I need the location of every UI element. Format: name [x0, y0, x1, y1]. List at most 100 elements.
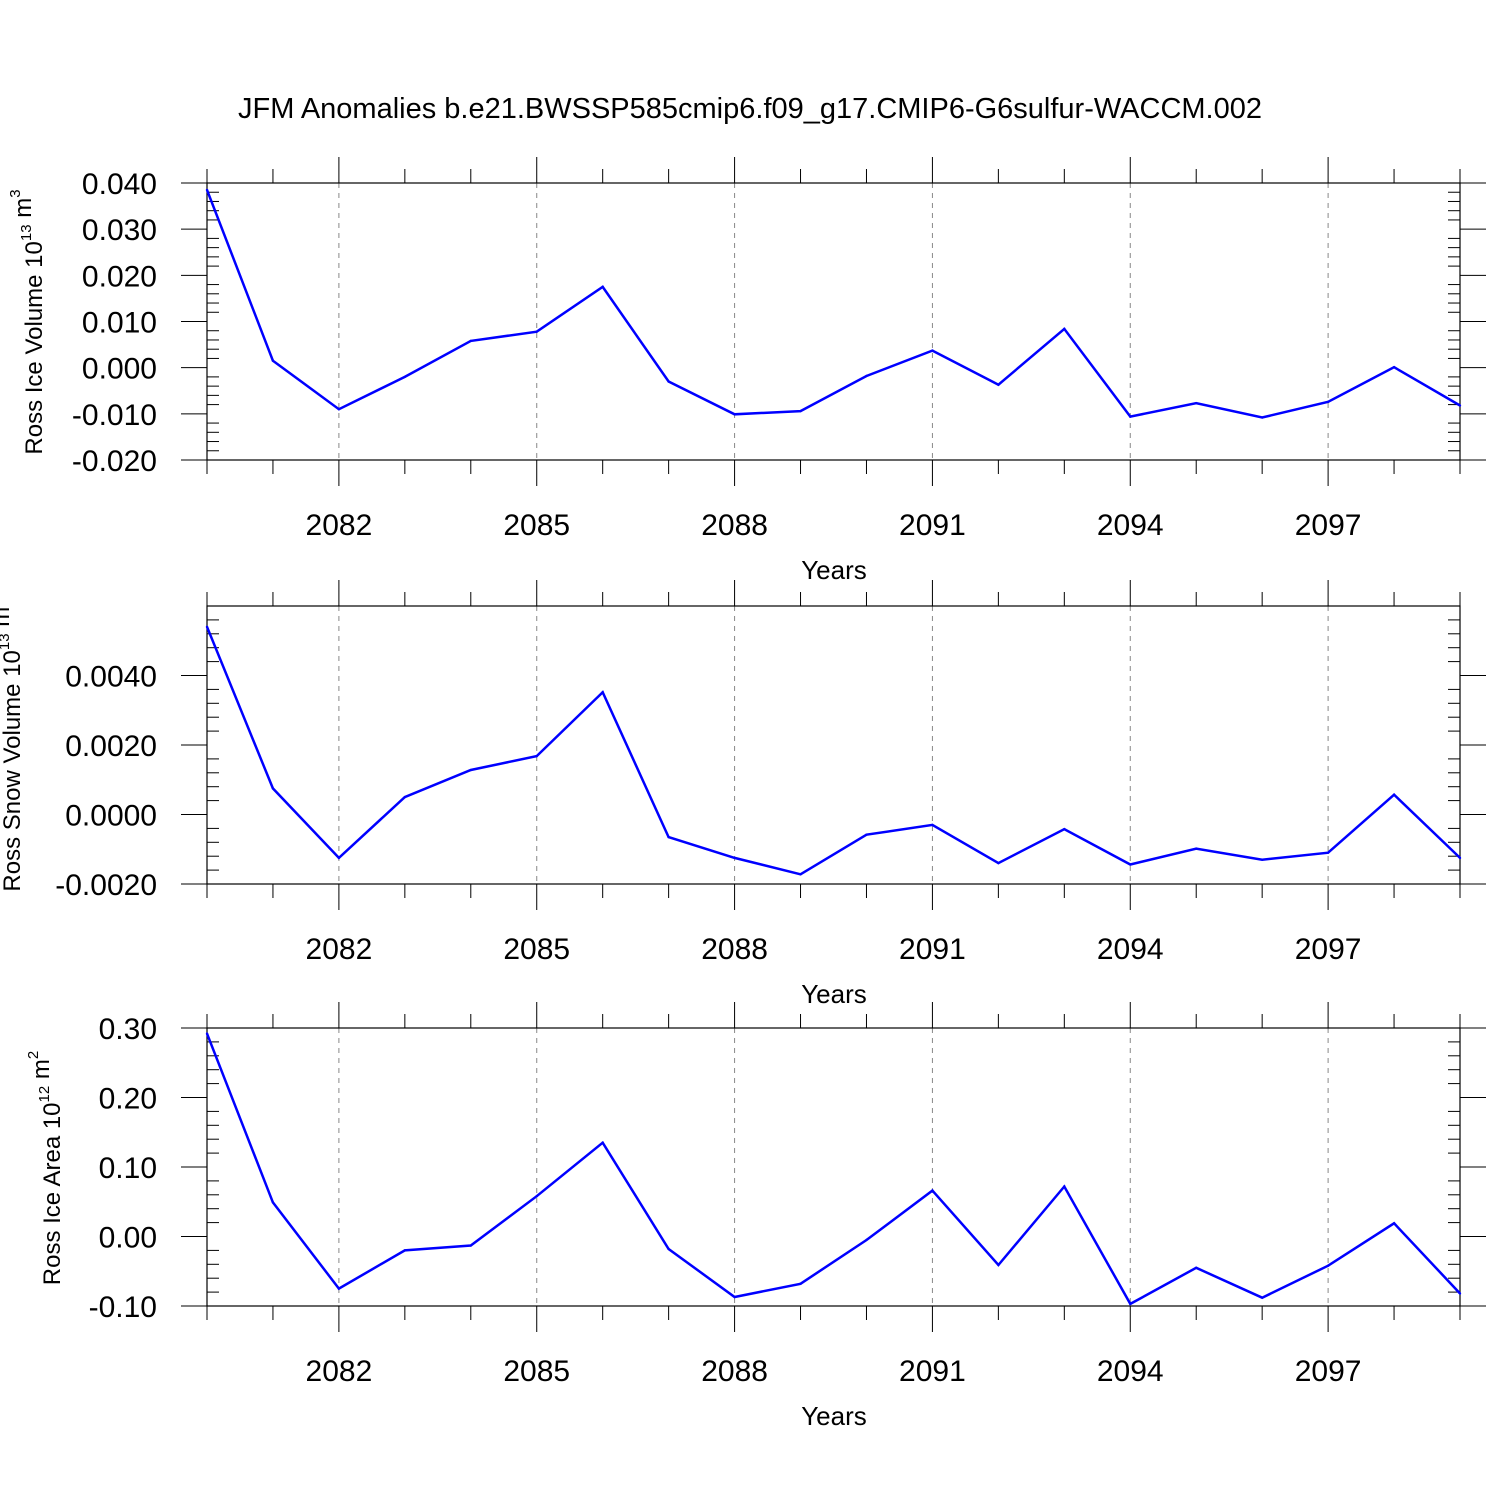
- y-tick-label: 0.0040: [65, 661, 157, 694]
- data-point: [1392, 793, 1396, 796]
- y-tick-label: 0.00: [99, 1222, 157, 1255]
- data-point: [667, 380, 670, 383]
- y-tick-label: 0.000: [82, 353, 157, 386]
- x-tick-label: 2097: [1295, 933, 1362, 966]
- plot-frame: [206, 605, 1461, 885]
- x-tick-label: 2097: [1295, 509, 1362, 542]
- x-tick-label: 2094: [1097, 509, 1164, 542]
- data-point: [535, 754, 538, 758]
- x-axis-label: Years: [801, 1401, 867, 1431]
- data-point: [667, 1247, 670, 1251]
- y-tick-label: -0.10: [89, 1291, 157, 1324]
- data-point: [799, 1282, 802, 1285]
- data-point: [205, 625, 209, 629]
- data-point: [403, 375, 407, 379]
- y-axis-label: Ross Ice Volume 1013 m3: [7, 189, 48, 454]
- data-point: [997, 1263, 1000, 1267]
- data-point: [601, 285, 604, 289]
- data-point: [205, 188, 209, 192]
- data-point: [469, 339, 472, 343]
- data-point: [997, 861, 1000, 865]
- x-tick-label: 2082: [306, 509, 373, 542]
- data-point: [1129, 863, 1132, 866]
- series-line: [205, 626, 1461, 876]
- panel-3: 0.30 0.20 0.10 0.00 -0.10 2082 2085 2088 2091 209…: [25, 1002, 1486, 1431]
- x-tick-label: 2085: [503, 1355, 570, 1388]
- data-point: [403, 795, 407, 799]
- x-tick-label: 2094: [1097, 933, 1164, 966]
- y-tick-label: 0.0020: [65, 730, 157, 763]
- data-point: [931, 823, 934, 827]
- x-tick-label: 2091: [899, 933, 966, 966]
- y-tick-label: -0.0020: [55, 869, 157, 902]
- data-point: [1063, 327, 1066, 331]
- plot-frame: [206, 182, 1461, 461]
- data-point: [1195, 847, 1198, 850]
- x-axis-label: Years: [801, 979, 867, 1009]
- data-point: [601, 1141, 604, 1144]
- data-point: [733, 856, 736, 860]
- data-point: [535, 1194, 538, 1198]
- data-point: [1260, 858, 1264, 861]
- data-point: [469, 768, 472, 772]
- data-point: [1063, 827, 1066, 831]
- data-point: [799, 409, 802, 413]
- data-point: [931, 1189, 934, 1192]
- y-tick-label: 0.020: [82, 260, 157, 293]
- data-point: [667, 835, 670, 839]
- y-axis-label: Ross Ice Area 1012 m2: [25, 1051, 66, 1285]
- x-tick-label: 2088: [701, 509, 768, 542]
- data-point: [1129, 415, 1132, 418]
- data-point: [931, 349, 934, 352]
- data-point: [1195, 1266, 1198, 1269]
- y-tick-label: -0.020: [72, 445, 157, 478]
- y-tick-label: 0.10: [99, 1152, 157, 1185]
- y-tick-label: 0.20: [99, 1083, 157, 1116]
- data-point: [1326, 851, 1330, 854]
- series-line: [205, 1033, 1461, 1306]
- data-point: [205, 1032, 209, 1035]
- x-tick-label: 2091: [899, 509, 966, 542]
- data-point: [1458, 1292, 1462, 1295]
- x-tick-label: 2088: [701, 933, 768, 966]
- data-point: [799, 873, 802, 876]
- chart-title: JFM Anomalies b.e21.BWSSP585cmip6.f09_g1…: [238, 93, 1262, 125]
- data-point: [337, 856, 341, 860]
- data-point: [271, 787, 275, 790]
- data-point: [733, 413, 736, 416]
- y-tick-label: -0.010: [72, 399, 157, 432]
- x-axis-label: Years: [801, 555, 867, 585]
- data-point: [733, 1295, 736, 1299]
- data-point: [1458, 856, 1462, 860]
- data-point: [865, 374, 868, 378]
- data-point: [1392, 366, 1396, 369]
- data-point: [469, 1244, 472, 1247]
- panel-2: 0.0040 0.0020 0.0000 -0.0020 2082 2085 2088 209…: [0, 580, 1486, 1009]
- data-point: [1260, 416, 1264, 419]
- data-point: [1392, 1222, 1396, 1225]
- data-point: [271, 359, 275, 362]
- x-tick-label: 2091: [899, 1355, 966, 1388]
- data-point: [1260, 1296, 1264, 1299]
- x-tick-label: 2082: [306, 933, 373, 966]
- data-point: [997, 383, 1000, 386]
- panel-1: 0.040 0.030 0.020 0.010 0.000 -0.010 -0.020 208…: [7, 157, 1486, 585]
- y-tick-label: 0.040: [82, 168, 157, 201]
- x-tick-label: 2088: [701, 1355, 768, 1388]
- data-point: [1326, 400, 1330, 404]
- data-point: [1458, 404, 1462, 407]
- x-tick-label: 2085: [503, 933, 570, 966]
- y-axis-label: Ross Snow Volume 1013 m3: [0, 598, 26, 891]
- x-tick-label: 2085: [503, 509, 570, 542]
- x-tick-label: 2094: [1097, 1355, 1164, 1388]
- series-line: [205, 189, 1461, 419]
- data-point: [1129, 1302, 1132, 1306]
- data-point: [865, 833, 868, 836]
- data-point: [403, 1249, 407, 1252]
- y-tick-label: 0.010: [82, 307, 157, 340]
- data-point: [535, 330, 538, 333]
- y-tick-label: 0.30: [99, 1013, 157, 1046]
- data-point: [865, 1238, 868, 1242]
- data-point: [271, 1201, 275, 1204]
- data-point: [337, 1287, 341, 1290]
